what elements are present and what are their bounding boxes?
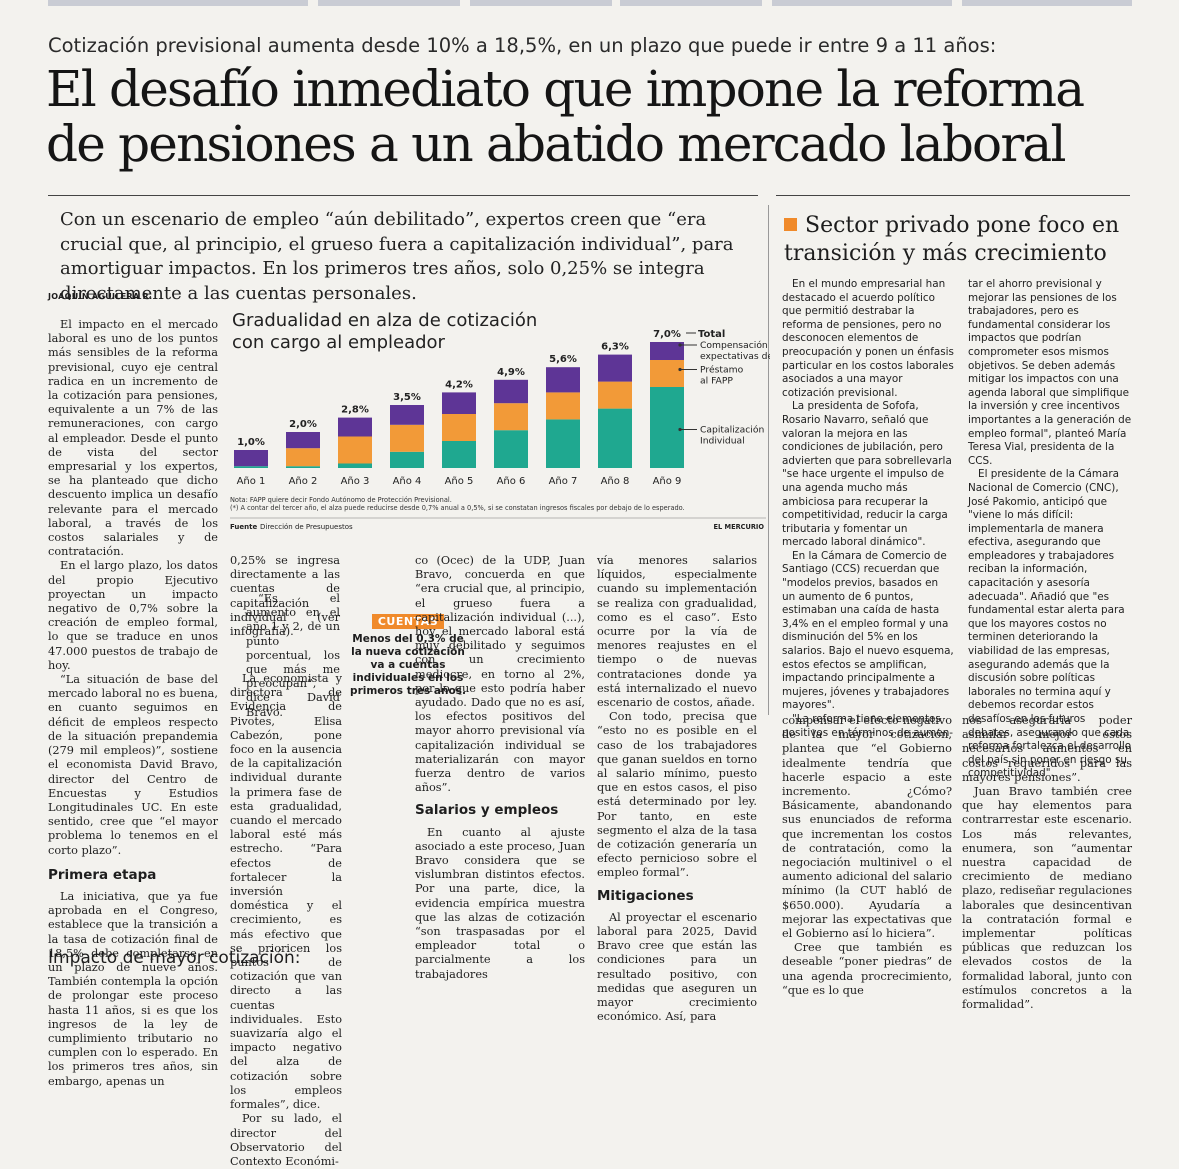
category-label: Año 3 [341, 476, 370, 487]
chart-credit: EL MERCURIO [714, 523, 765, 531]
headline: El desafío inmediato que impone la refor… [46, 60, 1085, 173]
kicker: Cotización previsional aumenta desde 10%… [48, 34, 997, 57]
bar-segment-3-8 [598, 354, 632, 382]
series-label: Compensación porexpectativas de vida [700, 340, 770, 362]
category-label: Año 1 [237, 476, 266, 487]
category-label: Año 8 [601, 476, 630, 487]
category-label: Año 9 [653, 476, 682, 487]
bar-segment-3-3 [338, 417, 372, 437]
chart-note-2: (*) A contar del tercer año, el alza pue… [230, 504, 685, 512]
bar-segment-1-9 [650, 387, 684, 468]
bar-segment-1-5 [442, 441, 476, 468]
article-column-2-quote: “Es el aumento en el año 1 y 2, de un pu… [246, 592, 340, 719]
chart-source-label: Fuente [230, 523, 257, 531]
total-label: Total [698, 329, 725, 340]
bar-segment-3-6 [494, 379, 528, 404]
section-heading-primera-etapa: Primera etapa [48, 866, 157, 883]
sidebar-rule [776, 195, 1130, 196]
bar-total-label: 7,0% [653, 329, 681, 340]
bar-segment-1-4 [390, 451, 424, 468]
callout-text: Menos del 0,3% de la nueva cotización va… [350, 633, 466, 697]
series-label-line: Compensación por [700, 340, 770, 351]
section-heading-mitigaciones: Mitigaciones [597, 887, 694, 904]
bar-segment-2-8 [598, 381, 632, 409]
series-label-line: Préstamo [700, 365, 744, 376]
contribution-chart: Gradualidad en alza de cotización con ca… [226, 300, 770, 540]
bar-total-label: 4,2% [445, 379, 473, 390]
bottom-section-heading: Impacto de mayor cotización: [48, 948, 301, 968]
callout-tag: CUENTAS [371, 614, 445, 629]
article-column-6: nos aseguraría poder asimilar mejor esto… [962, 714, 1132, 1012]
bar-total-label: 4,9% [497, 367, 525, 378]
chart-source: Dirección de Presupuestos [260, 523, 353, 531]
article-column-2-lower: La economista y directora de Evidencia d… [230, 672, 342, 1168]
bar-segment-3-5 [442, 392, 476, 414]
cuentas-callout: CUENTAS Menos del 0,3% de la nueva cotiz… [346, 610, 470, 698]
orange-square-icon [784, 218, 797, 231]
bar-segment-2-2 [286, 448, 320, 467]
series-label-line: expectativas de vida [700, 351, 770, 362]
bar-segment-2-9 [650, 360, 684, 387]
series-leader-dot [678, 343, 682, 347]
byline: JOAQUÍN AGUILERA R. [48, 292, 153, 301]
chart-title: Gradualidad en alza de cotización con ca… [232, 310, 538, 353]
headline-line-2: de pensiones a un abatido mercado labora… [46, 115, 1066, 173]
bar-segment-2-7 [546, 392, 580, 420]
bar-segment-1-3 [338, 463, 372, 468]
bar-segment-2-5 [442, 414, 476, 441]
article-column-2: 0,25% se ingresa directamente a las cuen… [230, 554, 340, 639]
headline-line-1: El desafío inmediato que impone la refor… [46, 60, 1085, 118]
deck: Con un escenario de empleo “aún debilita… [60, 209, 734, 304]
bar-segment-3-4 [390, 405, 424, 425]
chart-svg: 1,0% Año 1 2,0% Año 2 2,8% Año 3 3,5% Año 4 4,2%… [230, 329, 770, 531]
category-label: Año 7 [549, 476, 578, 487]
bar-segment-3-7 [546, 367, 580, 393]
article-column-5: compensar el efecto negativo de la mayor… [782, 714, 952, 997]
bar-total-label: 2,8% [341, 405, 369, 416]
bar-segment-1-7 [546, 419, 580, 468]
bar-segment-3-1 [234, 450, 268, 467]
bar-segment-1-8 [598, 408, 632, 468]
bar-segment-2-3 [338, 436, 372, 464]
bar-segment-3-2 [286, 432, 320, 449]
series-label: Capitalización Individual [700, 425, 764, 447]
bar-total-label: 2,0% [289, 419, 317, 430]
series-label-line: Individual [700, 436, 745, 447]
series-leader-dot [678, 367, 682, 372]
sidebar-column-2: tar el ahorro previsional y mejorar las … [968, 278, 1132, 780]
sidebar-title: Sector privado pone foco en transición y… [784, 213, 1120, 266]
category-label: Año 5 [445, 476, 474, 487]
category-label: Año 4 [393, 476, 422, 487]
category-label: Año 2 [289, 476, 318, 487]
bar-segment-2-4 [390, 424, 424, 452]
bar-segment-3-9 [650, 342, 684, 360]
column-divider [768, 205, 769, 715]
series-label-line: al FAPP [700, 376, 733, 387]
bar-total-label: 6,3% [601, 342, 629, 353]
bar-total-label: 5,6% [549, 354, 577, 365]
series-label-line: Capitalización [700, 425, 764, 436]
series-leader-dot [678, 427, 682, 432]
section-heading-salarios: Salarios y empleos [415, 802, 559, 819]
article-column-4: vía menores salarios líquidos, especialm… [597, 554, 757, 1024]
bar-segment-1-1 [234, 466, 268, 468]
bar-segment-1-2 [286, 466, 320, 468]
sidebar-column-1: En el mundo empresarial han destacado el… [782, 278, 954, 739]
headline-rule [48, 195, 758, 196]
bar-segment-2-6 [494, 403, 528, 431]
bar-segment-1-6 [494, 430, 528, 468]
category-label: Año 6 [497, 476, 526, 487]
article-column-3: co (Ocec) de la UDP, Juan Bravo, concuer… [415, 554, 585, 981]
series-label: Préstamo al FAPP [700, 365, 744, 387]
top-nav-strip [0, 0, 1179, 8]
article-column-1: El impacto en el mercado laboral es uno … [48, 318, 218, 1088]
bar-total-label: 1,0% [237, 437, 265, 448]
bar-total-label: 3,5% [393, 392, 421, 403]
chart-note-1: Nota: FAPP quiere decir Fondo Autónomo d… [230, 496, 452, 504]
